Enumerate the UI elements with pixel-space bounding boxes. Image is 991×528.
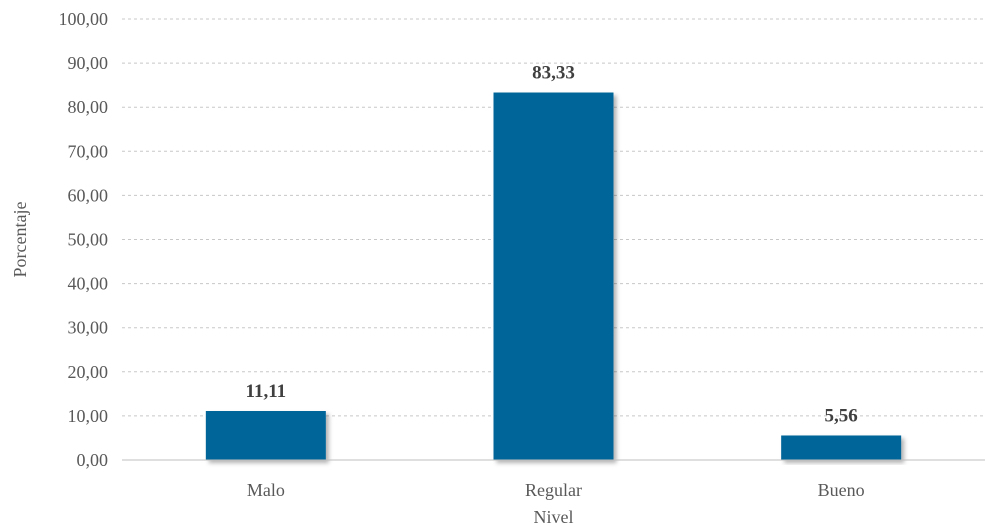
- x-category-label: Bueno: [818, 480, 865, 500]
- y-tick-label: 90,00: [68, 53, 109, 73]
- y-tick-label: 60,00: [68, 185, 109, 205]
- x-axis-title: Nivel: [534, 507, 574, 527]
- y-tick-label: 10,00: [68, 406, 109, 426]
- x-category-label: Regular: [525, 480, 582, 500]
- data-label: 11,11: [246, 381, 287, 402]
- y-tick-label: 100,00: [59, 9, 109, 29]
- y-tick-label: 70,00: [68, 141, 109, 161]
- bar-regular: [493, 92, 614, 460]
- y-tick-label: 0,00: [77, 450, 109, 470]
- bar-bueno: [781, 435, 902, 460]
- y-tick-label: 40,00: [68, 274, 109, 294]
- y-tick-label: 30,00: [68, 318, 109, 338]
- bars: [205, 92, 902, 460]
- y-tick-label: 50,00: [68, 230, 109, 250]
- data-label: 5,56: [825, 405, 858, 426]
- x-axis-categories: Malo Regular Bueno: [247, 480, 865, 500]
- x-category-label: Malo: [247, 480, 285, 500]
- y-axis-ticks: 0,00 10,00 20,00 30,00 40,00 50,00 60,00 70,00 8…: [59, 9, 109, 470]
- bar-malo: [205, 411, 326, 460]
- data-labels: 11,11 83,33 5,56: [246, 63, 858, 427]
- data-label: 83,33: [532, 63, 575, 84]
- y-tick-label: 20,00: [68, 362, 109, 382]
- y-tick-label: 80,00: [68, 97, 109, 117]
- y-axis-title: Porcentaje: [10, 202, 30, 278]
